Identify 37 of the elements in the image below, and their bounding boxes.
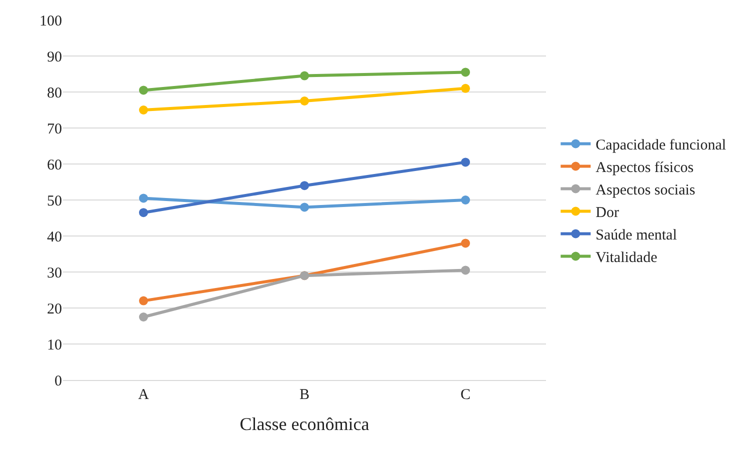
legend-label: Capacidade funcional	[596, 138, 726, 154]
legend-label: Aspectos sociais	[596, 182, 696, 199]
legend-label: Saúde mental	[596, 228, 677, 244]
y-tick-label: 70	[47, 121, 62, 138]
point	[461, 68, 470, 77]
point	[300, 96, 309, 106]
point	[139, 86, 148, 95]
point	[139, 106, 148, 114]
y-tick-label: 50	[47, 193, 62, 210]
y-tick-label: 30	[47, 265, 62, 282]
point	[139, 208, 148, 218]
point	[139, 296, 148, 306]
point	[139, 194, 148, 203]
point	[300, 71, 309, 80]
legend-label: Vitalidade	[596, 250, 658, 266]
point	[461, 158, 470, 167]
x-tick-label: B	[299, 387, 310, 403]
y-tick-label: 80	[47, 85, 62, 102]
x-tick-label: A	[138, 387, 150, 403]
y-tick-label: 90	[47, 49, 62, 66]
point	[461, 238, 470, 248]
x-tick-label: C	[460, 387, 471, 403]
point	[461, 266, 470, 275]
y-tick-label: 40	[47, 229, 62, 246]
y-tick-label: 10	[47, 337, 62, 354]
point	[461, 84, 470, 93]
legend-label: Dor	[596, 205, 619, 222]
y-tick-label: 0	[54, 373, 62, 390]
y-tick-label: 20	[47, 301, 62, 318]
point	[139, 312, 148, 322]
x-axis-title: Classe econômica	[240, 414, 370, 434]
y-tick-label: 60	[47, 157, 62, 174]
point	[300, 181, 309, 190]
legend-label: Aspectos físicos	[596, 160, 694, 176]
point	[300, 202, 309, 212]
y-tick-label: 100	[40, 13, 62, 30]
point	[461, 196, 470, 204]
